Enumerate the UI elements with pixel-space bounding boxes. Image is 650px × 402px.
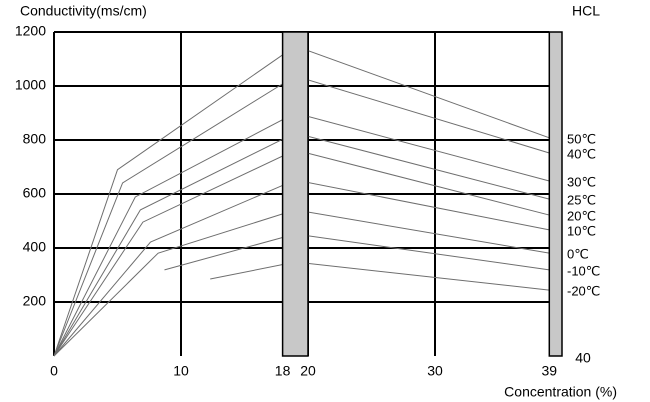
series-label: 30℃ [567, 174, 596, 189]
band [548, 31, 563, 357]
x-tick-label: 18 [275, 363, 291, 379]
series-line [53, 45, 550, 357]
band [281, 31, 309, 357]
x-tick-label: 10 [173, 363, 189, 379]
series-line [53, 209, 550, 357]
series-label: 10℃ [567, 223, 596, 238]
y-tick-label: 1000 [15, 77, 46, 93]
x-axis-label: Concentration (%) [504, 384, 617, 400]
series-label: 25℃ [567, 193, 596, 208]
y-tick-label: 1200 [15, 23, 46, 39]
x-tick-label: 0 [50, 363, 58, 379]
series-label: 0℃ [567, 247, 589, 262]
series-line [53, 149, 550, 357]
chart-subtitle: HCL [572, 3, 600, 19]
y-tick-label: 200 [23, 293, 47, 309]
y-tick-label: 600 [23, 185, 47, 201]
series-label: 50℃ [567, 131, 596, 146]
series-line [53, 75, 550, 357]
series-line [53, 132, 550, 357]
y-tick-label: 400 [23, 239, 47, 255]
series-label: -10℃ [567, 263, 600, 278]
series-line [53, 112, 550, 357]
series-label: -20℃ [567, 284, 600, 299]
series-line [210, 261, 550, 291]
x-tick-label: 20 [300, 363, 316, 379]
chart-title: Conductivity(ms/cm) [20, 3, 147, 19]
series-line [53, 179, 550, 357]
series-label: 40℃ [567, 146, 596, 161]
x-tick-label: 30 [427, 363, 443, 379]
series-line [164, 233, 550, 271]
x-tick-label: 39 [542, 363, 558, 379]
annotation: 40 [575, 350, 591, 366]
y-tick-label: 800 [23, 131, 47, 147]
series-label: 20℃ [567, 208, 596, 223]
